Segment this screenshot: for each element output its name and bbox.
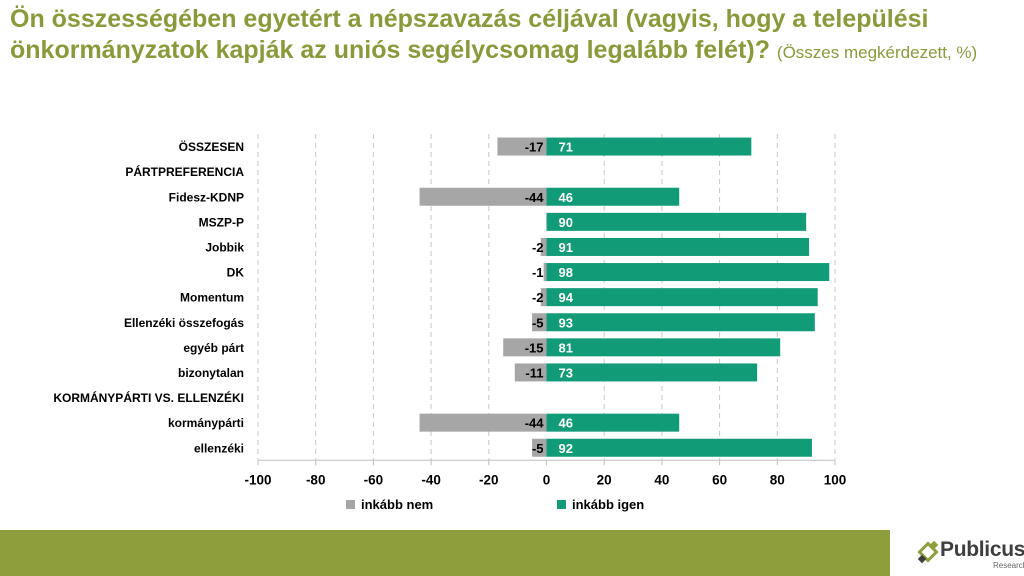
category-label: bizonytalan xyxy=(178,366,244,380)
diverging-bar-chart: -100 -80 -60 -40 -20 0 20 40 60 80 100 ÖSSZESEN -17 7… xyxy=(53,134,847,512)
bar-label-nem: -11 xyxy=(525,365,543,380)
x-tick-label: 80 xyxy=(770,472,785,487)
x-tick-label: 60 xyxy=(712,472,727,487)
legend-label-igen: inkább igen xyxy=(572,497,644,512)
bar-inkabb-igen xyxy=(546,237,810,256)
bar-inkabb-igen xyxy=(546,413,680,432)
bar-label-nem: -15 xyxy=(525,340,544,355)
bar-label-nem: -5 xyxy=(532,315,544,330)
x-tick-label: -80 xyxy=(306,472,326,487)
x-tick-label: -100 xyxy=(244,472,271,487)
bar-inkabb-igen xyxy=(546,338,781,357)
bar-inkabb-igen xyxy=(546,288,818,307)
bar-label-igen: 81 xyxy=(559,340,573,355)
bar-inkabb-nem xyxy=(514,363,547,382)
bar-inkabb-nem xyxy=(497,137,547,156)
x-tick-label: -20 xyxy=(479,472,499,487)
bar-label-igen: 46 xyxy=(559,416,573,431)
bar-label-nem: -17 xyxy=(525,140,544,155)
category-label: Momentum xyxy=(180,291,244,305)
category-label: ellenzéki xyxy=(194,441,244,455)
bar-inkabb-igen xyxy=(546,137,752,156)
bar-inkabb-nem xyxy=(503,338,547,357)
x-tick-label: 40 xyxy=(654,472,669,487)
bar-label-igen: 71 xyxy=(559,140,573,155)
chart-title: Ön összességében egyetért a népszavazás … xyxy=(10,4,1000,68)
category-label: Ellenzéki összefogás xyxy=(124,316,244,330)
x-tick-label: 100 xyxy=(824,472,847,487)
bar-label-igen: 94 xyxy=(559,290,574,305)
category-label: egyéb párt xyxy=(183,341,244,355)
diamond-logo-icon xyxy=(917,540,939,564)
bar-inkabb-igen xyxy=(546,187,680,206)
bar-label-igen: 46 xyxy=(559,190,573,205)
bar-inkabb-igen xyxy=(546,438,812,457)
category-label: PÁRTPREFERENCIA xyxy=(125,164,244,179)
category-label: kormánypárti xyxy=(168,416,244,430)
bar-label-igen: 92 xyxy=(559,441,573,456)
x-tick-label: 20 xyxy=(597,472,612,487)
category-label: MSZP-P xyxy=(199,215,244,229)
category-label: ÖSSZESEN xyxy=(179,139,244,154)
bar-inkabb-igen xyxy=(546,363,758,382)
bar-label-igen: 91 xyxy=(559,240,573,255)
bar-inkabb-nem xyxy=(532,438,547,457)
bar-inkabb-igen xyxy=(546,263,830,282)
bar-inkabb-nem xyxy=(532,313,547,332)
bar-inkabb-nem xyxy=(543,263,547,282)
title-text: Ön összességében egyetért a népszavazás … xyxy=(10,5,929,64)
bar-label-nem: -2 xyxy=(532,290,544,305)
category-label: Fidesz-KDNP xyxy=(169,190,244,204)
bar-inkabb-nem xyxy=(540,237,547,256)
bar-inkabb-igen xyxy=(546,212,807,231)
brand-sub: Research xyxy=(993,561,1024,570)
bar-label-igen: 73 xyxy=(559,365,573,380)
bar-label-nem: -5 xyxy=(532,441,544,456)
bar-label-nem: -44 xyxy=(525,190,545,205)
bar-inkabb-nem xyxy=(419,413,547,432)
category-label: KORMÁNYPÁRTI VS. ELLENZÉKI xyxy=(53,390,244,405)
bar-label-nem: -1 xyxy=(532,265,544,280)
bar-label-nem: -44 xyxy=(525,416,545,431)
category-label: DK xyxy=(227,266,245,280)
bar-inkabb-nem xyxy=(419,187,547,206)
x-tick-label: -60 xyxy=(364,472,384,487)
x-tick-label: 0 xyxy=(543,472,551,487)
bar-inkabb-igen xyxy=(546,313,815,332)
publicus-logo xyxy=(917,540,939,564)
x-tick-label: -40 xyxy=(421,472,441,487)
legend-swatch-igen xyxy=(557,500,566,509)
bar-label-igen: 93 xyxy=(559,315,573,330)
legend-label-nem: inkább nem xyxy=(361,497,433,512)
bar-inkabb-nem xyxy=(540,288,547,307)
chart-subtitle: (Összes megkérdezett, %) xyxy=(776,43,978,62)
bar-label-igen: 98 xyxy=(559,265,573,280)
bar-label-igen: 90 xyxy=(559,215,573,230)
bar-label-nem: -2 xyxy=(532,240,544,255)
footer-bar xyxy=(0,530,890,576)
category-label: Jobbik xyxy=(205,240,244,254)
brand-name: Publicus xyxy=(940,538,1024,561)
legend-swatch-nem xyxy=(346,500,355,509)
